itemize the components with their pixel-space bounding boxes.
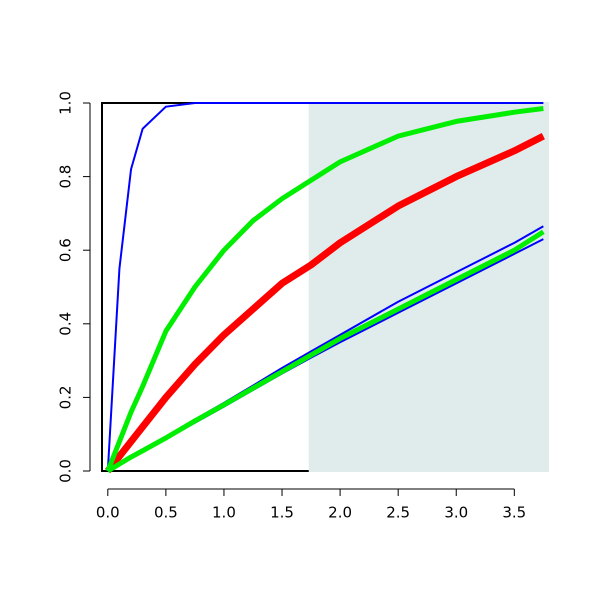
x-tick-label: 2.0 — [328, 504, 352, 522]
y-tick-label: 0.6 — [57, 238, 75, 262]
data-line — [106, 229, 545, 474]
y-tick-label: 0.4 — [57, 312, 75, 336]
x-tick-label: 1.0 — [212, 504, 236, 522]
x-tick-label: 3.5 — [502, 504, 526, 522]
x-tick-label: 1.5 — [270, 504, 294, 522]
data-line — [105, 132, 545, 474]
x-tick-label: 0.5 — [154, 504, 178, 522]
y-tick-label: 0.8 — [57, 165, 75, 189]
x-tick-label: 0.0 — [96, 504, 120, 522]
x-tick-label: 2.5 — [386, 504, 410, 522]
data-line — [106, 102, 544, 472]
x-tick-label: 3.0 — [444, 504, 468, 522]
data-line — [105, 106, 544, 472]
y-tick-label: 0.0 — [57, 459, 75, 483]
y-tick-label: 1.0 — [57, 91, 75, 115]
y-tick-label: 0.2 — [57, 385, 75, 409]
